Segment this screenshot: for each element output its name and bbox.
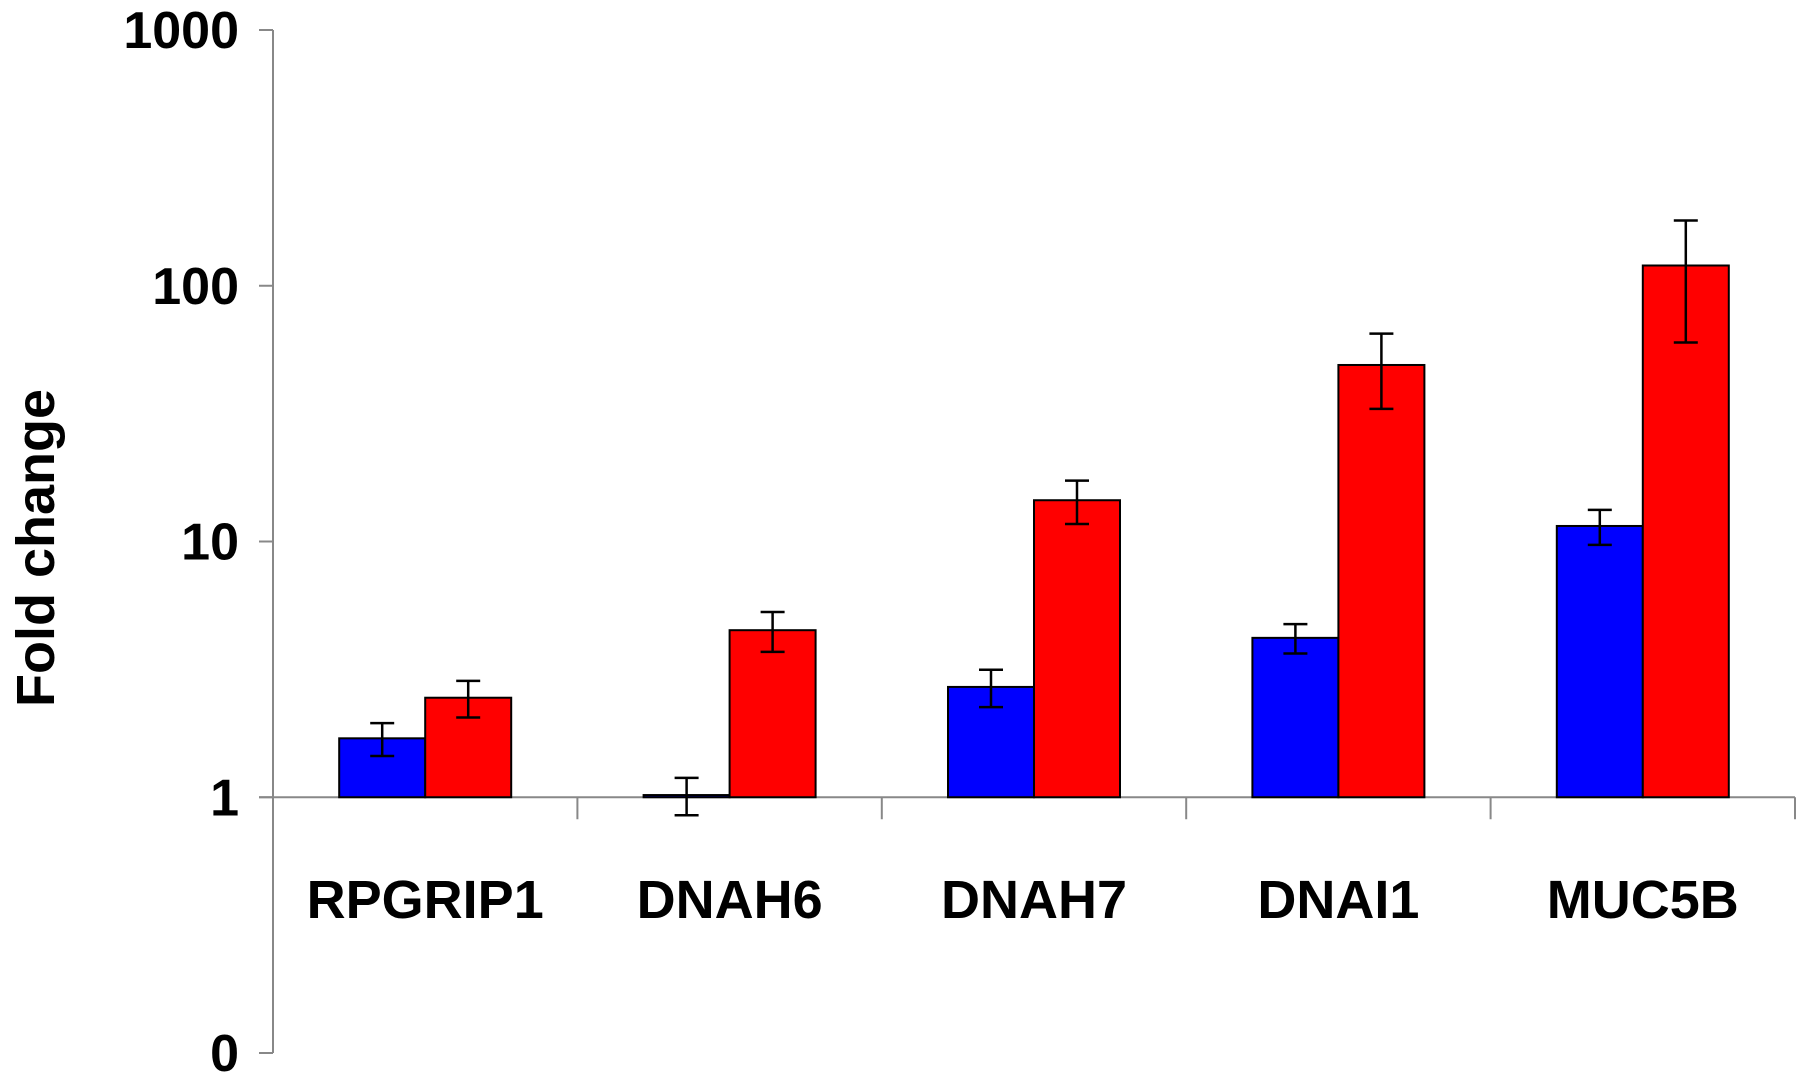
x-category-label: MUC5B [1547, 870, 1739, 930]
x-category-label: DNAH6 [637, 870, 823, 930]
bar [1555, 524, 1644, 799]
x-category-label: DNAH7 [941, 870, 1127, 930]
error-bars [370, 219, 1698, 817]
x-category-labels: RPGRIP1 DNAH6 DNAH7 DNAI1 MUC5B [307, 870, 1739, 930]
y-tick-label: 1 [210, 769, 239, 827]
bar [1337, 363, 1426, 799]
bar [1251, 636, 1340, 799]
bar [1033, 499, 1121, 799]
bar [728, 629, 817, 799]
bars [338, 264, 1730, 799]
x-category-label: DNAI1 [1257, 870, 1419, 930]
y-tick-labels: 0 1 10 100 1000 [123, 2, 239, 1083]
bar [1641, 264, 1730, 799]
y-tick-label: 10 [181, 514, 239, 572]
y-tick-label: 1000 [123, 2, 239, 60]
x-category-label: RPGRIP1 [307, 870, 544, 930]
y-tick-label: 0 [210, 1025, 239, 1083]
y-axis-title: Fold change [6, 389, 66, 707]
y-tick-label: 100 [152, 258, 239, 316]
